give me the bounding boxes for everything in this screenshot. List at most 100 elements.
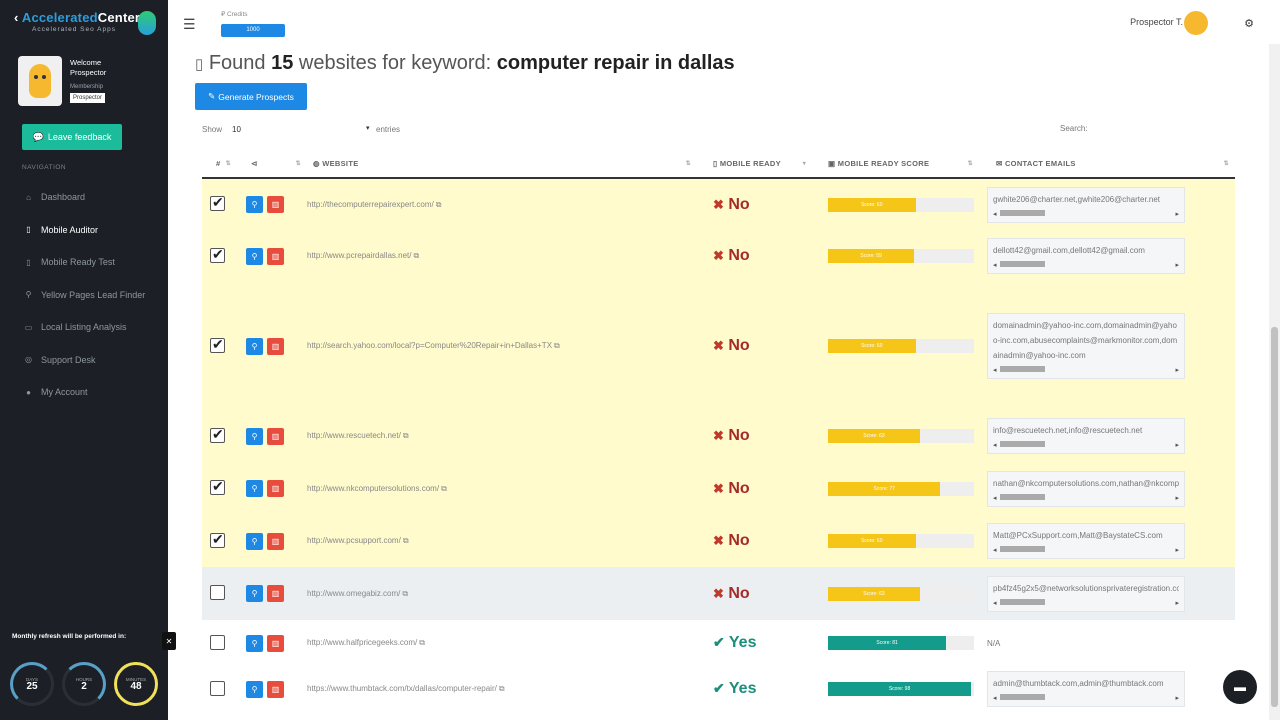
scroll-left-icon[interactable]: ◂ <box>993 262 997 269</box>
row-checkbox[interactable] <box>210 680 225 696</box>
delete-button[interactable]: ▥ <box>267 427 284 445</box>
chat-widget-icon[interactable]: ▬ <box>1223 670 1257 704</box>
external-link-icon[interactable]: ⧉ <box>402 431 409 440</box>
email-scrollbar[interactable]: ◂ ▸ <box>993 491 1179 502</box>
gear-icon[interactable]: ⚙ <box>1244 18 1254 30</box>
delete-button[interactable]: ▥ <box>267 634 284 652</box>
email-scrollbar[interactable]: ◂ ▸ <box>993 438 1179 449</box>
row-checkbox[interactable] <box>210 478 225 495</box>
scroll-right-icon[interactable]: ▸ <box>1175 442 1179 449</box>
view-details-button[interactable]: ⚲ <box>246 634 263 652</box>
view-details-button[interactable]: ⚲ <box>246 427 263 445</box>
column-mobile-ready[interactable]: ▯ MOBILE READY ▾ <box>697 150 812 179</box>
website-link[interactable]: http://search.yahoo.com/local?p=Computer… <box>307 341 553 350</box>
column-index[interactable]: # ⇅ <box>202 150 237 179</box>
table-row[interactable]: ⚲▥ http://www.pcrepairdallas.net/⧉ ✖ No … <box>202 230 1235 282</box>
row-checkbox[interactable] <box>210 531 225 548</box>
email-scrollbar[interactable]: ◂ ▸ <box>993 691 1179 702</box>
scrollbar-thumb[interactable] <box>1000 441 1045 447</box>
scrollbar-thumb[interactable] <box>1000 546 1045 552</box>
scroll-left-icon[interactable]: ◂ <box>993 695 997 702</box>
scroll-right-icon[interactable]: ▸ <box>1175 367 1179 374</box>
scrollbar-thumb[interactable] <box>1000 209 1045 216</box>
row-checkbox[interactable] <box>210 246 225 263</box>
table-row[interactable]: ⚲▥ http://search.yahoo.com/local?p=Compu… <box>202 282 1235 410</box>
scroll-left-icon[interactable]: ◂ <box>993 367 997 374</box>
email-scrollbar[interactable]: ◂ ▸ <box>993 596 1179 607</box>
scroll-right-icon[interactable]: ▸ <box>1175 210 1179 218</box>
scrollbar-thumb[interactable] <box>1000 261 1045 267</box>
scroll-right-icon[interactable]: ▸ <box>1175 262 1179 269</box>
column-share[interactable]: ⊲ ⇅ <box>237 150 307 179</box>
delete-button[interactable]: ▥ <box>267 585 284 602</box>
sidebar-item-support-desk[interactable]: ◎ Support Desk <box>0 344 168 377</box>
email-scrollbar[interactable]: ◂ ▸ <box>993 207 1179 218</box>
scroll-left-icon[interactable]: ◂ <box>993 599 997 607</box>
scrollbar-thumb[interactable] <box>1000 366 1045 372</box>
sidebar-item-my-account[interactable]: ● My Account <box>0 376 168 409</box>
external-link-icon[interactable]: ⧉ <box>498 684 505 693</box>
leave-feedback-button[interactable]: 💬 Leave feedback <box>22 124 122 150</box>
view-details-button[interactable]: ⚲ <box>246 585 263 602</box>
column-score[interactable]: ▣ MOBILE READY SCORE ⇅ <box>812 150 979 179</box>
row-checkbox[interactable] <box>210 634 225 650</box>
view-details-button[interactable]: ⚲ <box>246 680 263 698</box>
website-link[interactable]: http://www.pcsupport.com/ <box>307 536 401 545</box>
scroll-right-icon[interactable]: ▸ <box>1175 494 1179 502</box>
delete-button[interactable]: ▥ <box>267 480 284 497</box>
view-details-button[interactable]: ⚲ <box>246 532 263 550</box>
website-link[interactable]: http://www.omegabiz.com/ <box>307 588 401 598</box>
sidebar-item-local-listing[interactable]: ▭ Local Listing Analysis <box>0 311 168 344</box>
entries-select[interactable]: 10 <box>232 125 241 134</box>
view-details-button[interactable]: ⚲ <box>246 196 263 213</box>
website-link[interactable]: http://thecomputerrepairexpert.com/ <box>307 199 434 209</box>
row-checkbox[interactable] <box>210 194 225 211</box>
delete-button[interactable]: ▥ <box>267 680 284 698</box>
table-row[interactable]: ⚲ ▥ http://www.omegabiz.com/⧉ ✖ No Score:… <box>202 567 1235 620</box>
avatar[interactable] <box>18 56 62 106</box>
table-row[interactable]: ⚲▥ http://www.pcsupport.com/⧉ ✖ No Score… <box>202 515 1235 567</box>
scrollbar-thumb[interactable] <box>1271 327 1278 707</box>
table-row[interactable]: ⚲ ▥ http://www.halfpricegeeks.com/⧉ ✔ Yes… <box>202 620 1235 666</box>
external-link-icon[interactable]: ⧉ <box>413 251 420 260</box>
scroll-left-icon[interactable]: ◂ <box>993 547 997 554</box>
column-emails[interactable]: ✉ CONTACT EMAILS ⇅ <box>979 150 1235 179</box>
delete-button[interactable]: ▥ <box>267 247 284 265</box>
delete-button[interactable]: ▥ <box>267 532 284 550</box>
table-row[interactable]: ⚲ ▥ https://www.thumbtack.com/tx/dallas/c… <box>202 666 1235 712</box>
scroll-left-icon[interactable]: ◂ <box>993 210 997 218</box>
scroll-right-icon[interactable]: ▸ <box>1175 599 1179 607</box>
view-details-button[interactable]: ⚲ <box>246 337 263 355</box>
row-checkbox[interactable] <box>210 336 225 353</box>
scrollbar-thumb[interactable] <box>1000 493 1045 500</box>
website-link[interactable]: https://www.thumbtack.com/tx/dallas/comp… <box>307 684 497 693</box>
scroll-right-icon[interactable]: ▸ <box>1175 547 1179 554</box>
table-row[interactable]: ⚲▥ http://www.rescuetech.net/⧉ ✖ No Scor… <box>202 410 1235 462</box>
caret-down-icon[interactable]: ▾ <box>366 125 370 132</box>
external-link-icon[interactable]: ⧉ <box>554 341 560 350</box>
website-link[interactable]: http://www.nkcomputersolutions.com/ <box>307 483 440 493</box>
brand-logo[interactable]: ‹ AcceleratedCenter Accelerated Seo Apps <box>0 0 168 44</box>
email-scrollbar[interactable]: ◂ ▸ <box>993 363 1179 374</box>
menu-toggle-icon[interactable]: ☰ <box>183 16 196 32</box>
sidebar-item-mobile-ready-test[interactable]: ▯ Mobile Ready Test <box>0 246 168 279</box>
delete-button[interactable]: ▥ <box>267 337 284 355</box>
website-link[interactable]: http://www.halfpricegeeks.com/ <box>307 638 418 647</box>
scroll-left-icon[interactable]: ◂ <box>993 494 997 502</box>
user-menu[interactable]: Prospector T. ▾ <box>1130 17 1190 28</box>
external-link-icon[interactable]: ⧉ <box>435 199 442 209</box>
page-scrollbar[interactable] <box>1269 44 1280 720</box>
view-details-button[interactable]: ⚲ <box>246 247 263 265</box>
scroll-right-icon[interactable]: ▸ <box>1175 695 1179 702</box>
row-checkbox[interactable] <box>210 585 225 600</box>
sidebar-item-yellow-pages[interactable]: ⚲ Yellow Pages Lead Finder <box>0 279 168 312</box>
delete-button[interactable]: ▥ <box>267 196 284 213</box>
generate-prospects-button[interactable]: ✎ Generate Prospects <box>195 83 307 110</box>
email-scrollbar[interactable]: ◂ ▸ <box>993 543 1179 554</box>
view-details-button[interactable]: ⚲ <box>246 480 263 497</box>
website-link[interactable]: http://www.pcrepairdallas.net/ <box>307 251 412 260</box>
sidebar-item-mobile-auditor[interactable]: ▯ Mobile Auditor <box>0 214 168 247</box>
column-website[interactable]: ◍ WEBSITE ⇅ <box>307 150 697 179</box>
email-scrollbar[interactable]: ◂ ▸ <box>993 258 1179 269</box>
website-link[interactable]: http://www.rescuetech.net/ <box>307 431 401 440</box>
